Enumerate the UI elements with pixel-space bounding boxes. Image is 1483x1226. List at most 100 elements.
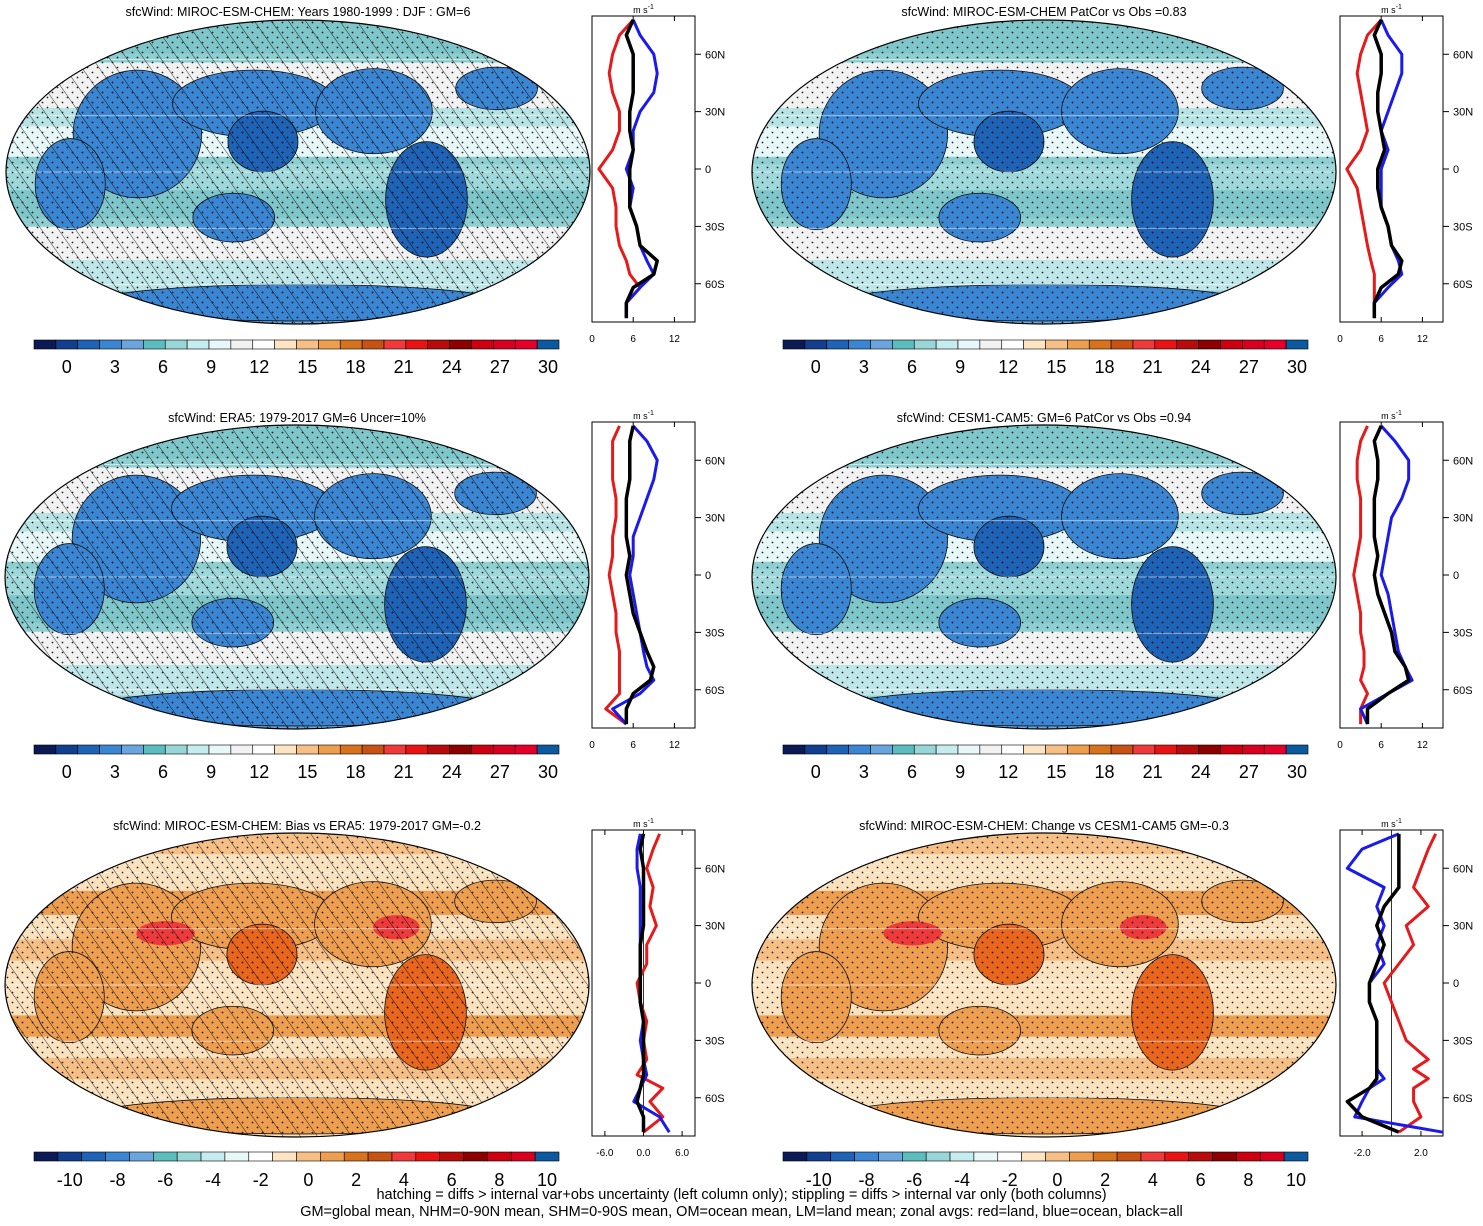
colorbar-swatch <box>391 1151 417 1162</box>
colorbar-tick-label: 0 <box>62 762 72 782</box>
colorbar-swatch <box>1285 744 1309 755</box>
colorbar-swatch <box>427 744 450 755</box>
colorbar-tick-label: 2 <box>351 1170 361 1190</box>
colorbar-swatch <box>274 339 297 350</box>
zonal-ytick-label: 60S <box>1453 685 1473 697</box>
colorbar-swatch <box>77 339 100 350</box>
colorbar-swatch <box>804 744 828 755</box>
zonal-xtick-label: 12 <box>669 740 681 751</box>
colorbar-swatch <box>296 339 319 350</box>
zonal-unit-label: m s-1 <box>633 818 654 829</box>
panel-5: sfcWind: MIROC-ESM-CHEM: Bias vs ERA5: 1… <box>4 818 725 1190</box>
colorbar-tick-label: 12 <box>249 762 269 782</box>
zonal-ytick-label: 60S <box>705 279 725 291</box>
colorbar-swatch <box>1092 1151 1118 1162</box>
map-stippling <box>752 425 1336 729</box>
colorbar-tick-label: 10 <box>1286 1170 1306 1190</box>
colorbar-swatch <box>153 1151 178 1162</box>
colorbar-swatch <box>949 1151 975 1162</box>
map-outline <box>751 19 1337 325</box>
colorbar-tick-label: 24 <box>442 762 462 782</box>
zonal-ytick-label: 30N <box>1453 513 1473 525</box>
colorbar-swatch <box>1021 1151 1046 1162</box>
colorbar-tick-label: -2 <box>253 1170 269 1190</box>
colorbar-swatch <box>913 339 937 350</box>
zonal-ytick-label: 0 <box>1453 570 1459 582</box>
colorbar-tick-label: 18 <box>1095 762 1115 782</box>
colorbar-swatch <box>252 744 275 755</box>
colorbar-swatch <box>848 339 871 350</box>
zonal-unit-label: m s-1 <box>1381 818 1402 829</box>
zonal-xtick-label: -6.0 <box>596 1148 614 1159</box>
zonal-series-land <box>1352 425 1369 725</box>
colorbar-swatch <box>514 339 538 350</box>
colorbar-swatch <box>979 339 1003 350</box>
colorbar-tick-label: -10 <box>806 1170 832 1190</box>
zonal-ytick-label: 60N <box>1453 49 1473 61</box>
colorbar-swatch <box>806 1151 832 1162</box>
colorbar-swatch <box>1198 339 1221 350</box>
zonal-series-land <box>604 425 628 726</box>
colorbar-swatch <box>1236 1151 1261 1162</box>
colorbar-swatch <box>1154 339 1178 350</box>
zonal-ytick-label: 0 <box>705 978 711 990</box>
colorbar-swatch <box>1140 1151 1166 1162</box>
colorbar-swatch <box>870 339 893 350</box>
colorbar-tick-label: 12 <box>998 357 1018 377</box>
colorbar-tick-label: 3 <box>110 357 120 377</box>
colorbar-tick-label: 21 <box>1143 357 1163 377</box>
colorbar-swatch <box>186 339 210 350</box>
colorbar-swatch <box>121 744 144 755</box>
colorbar-swatch <box>782 339 806 350</box>
panel-1: sfcWind: MIROC-ESM-CHEM: Years 1980-1999… <box>5 4 725 377</box>
colorbar-swatch <box>493 339 516 350</box>
colorbar-tick-label: 21 <box>394 357 414 377</box>
zonal-unit-label: m s-1 <box>633 4 654 15</box>
colorbar-swatch <box>957 744 981 755</box>
map-outline <box>4 424 590 730</box>
colorbar-swatch <box>973 1151 999 1162</box>
colorbar-swatch <box>208 339 232 350</box>
map-hatching <box>5 833 589 1137</box>
map-outline <box>751 832 1337 1138</box>
zonal-ytick-label: 30N <box>705 513 725 525</box>
colorbar-swatch <box>957 339 981 350</box>
colorbar-swatch <box>272 1151 297 1162</box>
zonal-xtick-label: 12 <box>1417 334 1429 345</box>
colorbar-tick-label: 18 <box>1095 357 1115 377</box>
zonal-frame <box>1339 15 1444 323</box>
zonal-xtick-label: -2.0 <box>1353 1148 1371 1159</box>
zonal-ytick-label: 60S <box>1453 279 1473 291</box>
colorbar-swatch <box>1110 744 1134 755</box>
panel-4: sfcWind: CESM1-CAM5: GM=6 PatCor vs Obs … <box>751 410 1473 782</box>
colorbar-swatch <box>318 744 341 755</box>
panel-title: sfcWind: ERA5: 1979-2017 GM=6 Uncer=10% <box>168 411 426 425</box>
colorbar-tick-label: 24 <box>1191 762 1211 782</box>
colorbar-swatch <box>1285 339 1309 350</box>
colorbar-swatch <box>471 744 494 755</box>
colorbar-swatch <box>1001 339 1024 350</box>
colorbar-swatch <box>320 1151 345 1162</box>
zonal-unit-label: m s-1 <box>1381 4 1402 15</box>
colorbar-tick-label: 9 <box>206 762 216 782</box>
zonal-xtick-label: 2.0 <box>1414 1148 1428 1159</box>
zonal-series-all <box>1365 425 1411 725</box>
colorbar-swatch <box>33 339 57 350</box>
panel-2: sfcWind: MIROC-ESM-CHEM PatCor vs Obs =0… <box>751 4 1473 377</box>
zonal-series-ocean <box>1372 19 1404 319</box>
colorbar-tick-label: -4 <box>954 1170 970 1190</box>
panel-title: sfcWind: MIROC-ESM-CHEM: Bias vs ERA5: 1… <box>113 819 481 833</box>
colorbar-swatch <box>1045 744 1068 755</box>
colorbar-tick-label: 6 <box>907 357 917 377</box>
colorbar-tick-label: 0 <box>1052 1170 1062 1190</box>
colorbar-swatch <box>892 744 915 755</box>
zonal-ytick-label: 60N <box>705 455 725 467</box>
colorbar-swatch <box>1001 744 1024 755</box>
colorbar-swatch <box>826 339 849 350</box>
map-stippling <box>752 833 1336 1137</box>
panel-title: sfcWind: MIROC-ESM-CHEM: Change vs CESM1… <box>859 819 1229 833</box>
colorbar-tick-label: 2 <box>1100 1170 1110 1190</box>
colorbar-swatch <box>536 339 560 350</box>
colorbar-swatch <box>449 339 472 350</box>
map-field <box>5 425 589 729</box>
